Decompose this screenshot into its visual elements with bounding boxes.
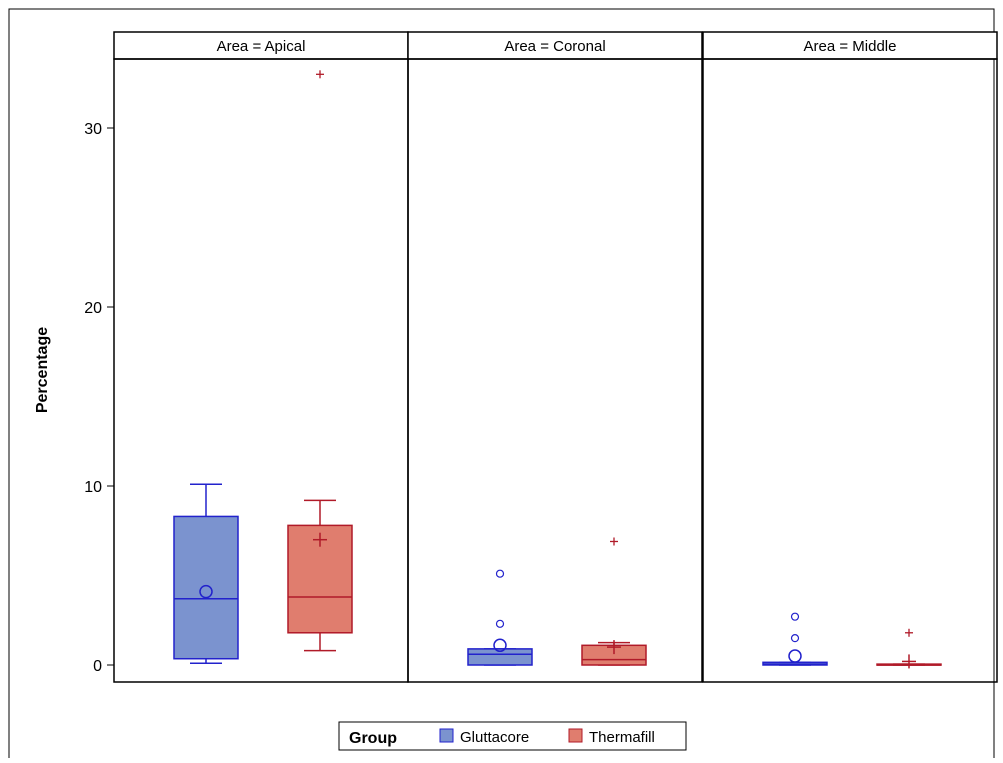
legend-entry-thermafill: Thermafill	[589, 729, 655, 746]
outlier-point	[316, 70, 324, 79]
y-axis-label: Percentage	[34, 327, 51, 413]
outlier-point	[790, 634, 800, 643]
outer-border	[8, 8, 995, 763]
legend-swatch-thermafill	[568, 728, 583, 743]
legend-title: Group	[349, 730, 397, 747]
panel-1: Area = Apical	[113, 31, 409, 683]
mean-marker	[902, 654, 916, 669]
y-tick-label: 20	[84, 300, 102, 317]
panel-header-label: Area = Apical	[217, 38, 306, 55]
box-thermafill	[581, 537, 647, 666]
panel-header	[113, 31, 409, 60]
legend-entry-gluttacore: Gluttacore	[460, 729, 529, 746]
box-thermafill	[876, 628, 942, 669]
box-gluttacore	[762, 612, 828, 666]
outlier-point	[790, 612, 800, 621]
mean-marker	[788, 649, 802, 663]
iqr-box	[173, 515, 239, 660]
panel-header-label: Area = Middle	[804, 38, 897, 55]
y-tick-label: 10	[84, 479, 102, 496]
box-thermafill	[287, 70, 353, 652]
panel-plot-area	[407, 58, 703, 683]
panel-header	[407, 31, 703, 60]
outlier-point	[905, 628, 913, 637]
panel-3: Area = Middle	[702, 31, 998, 683]
mean-marker	[313, 532, 327, 547]
panel-plot-area	[113, 58, 409, 683]
outlier-point	[610, 537, 618, 546]
y-tick-label: 30	[84, 121, 102, 138]
legend: Group Gluttacore Thermafill	[338, 721, 687, 751]
panel-header-label: Area = Coronal	[504, 38, 605, 55]
legend-box	[338, 721, 687, 751]
panel-plot-area	[702, 58, 998, 683]
panel-header	[702, 31, 998, 60]
mean-marker	[607, 640, 621, 655]
y-tick-label: 0	[93, 658, 102, 675]
mean-marker	[199, 584, 213, 599]
mean-marker	[493, 638, 507, 653]
outlier-point	[495, 619, 505, 628]
box-gluttacore	[173, 483, 239, 664]
outlier-point	[495, 569, 505, 578]
box-gluttacore	[467, 569, 533, 666]
panel-2: Area = Coronal	[407, 31, 703, 683]
iqr-box	[467, 648, 533, 666]
legend-swatch-gluttacore	[439, 728, 454, 743]
